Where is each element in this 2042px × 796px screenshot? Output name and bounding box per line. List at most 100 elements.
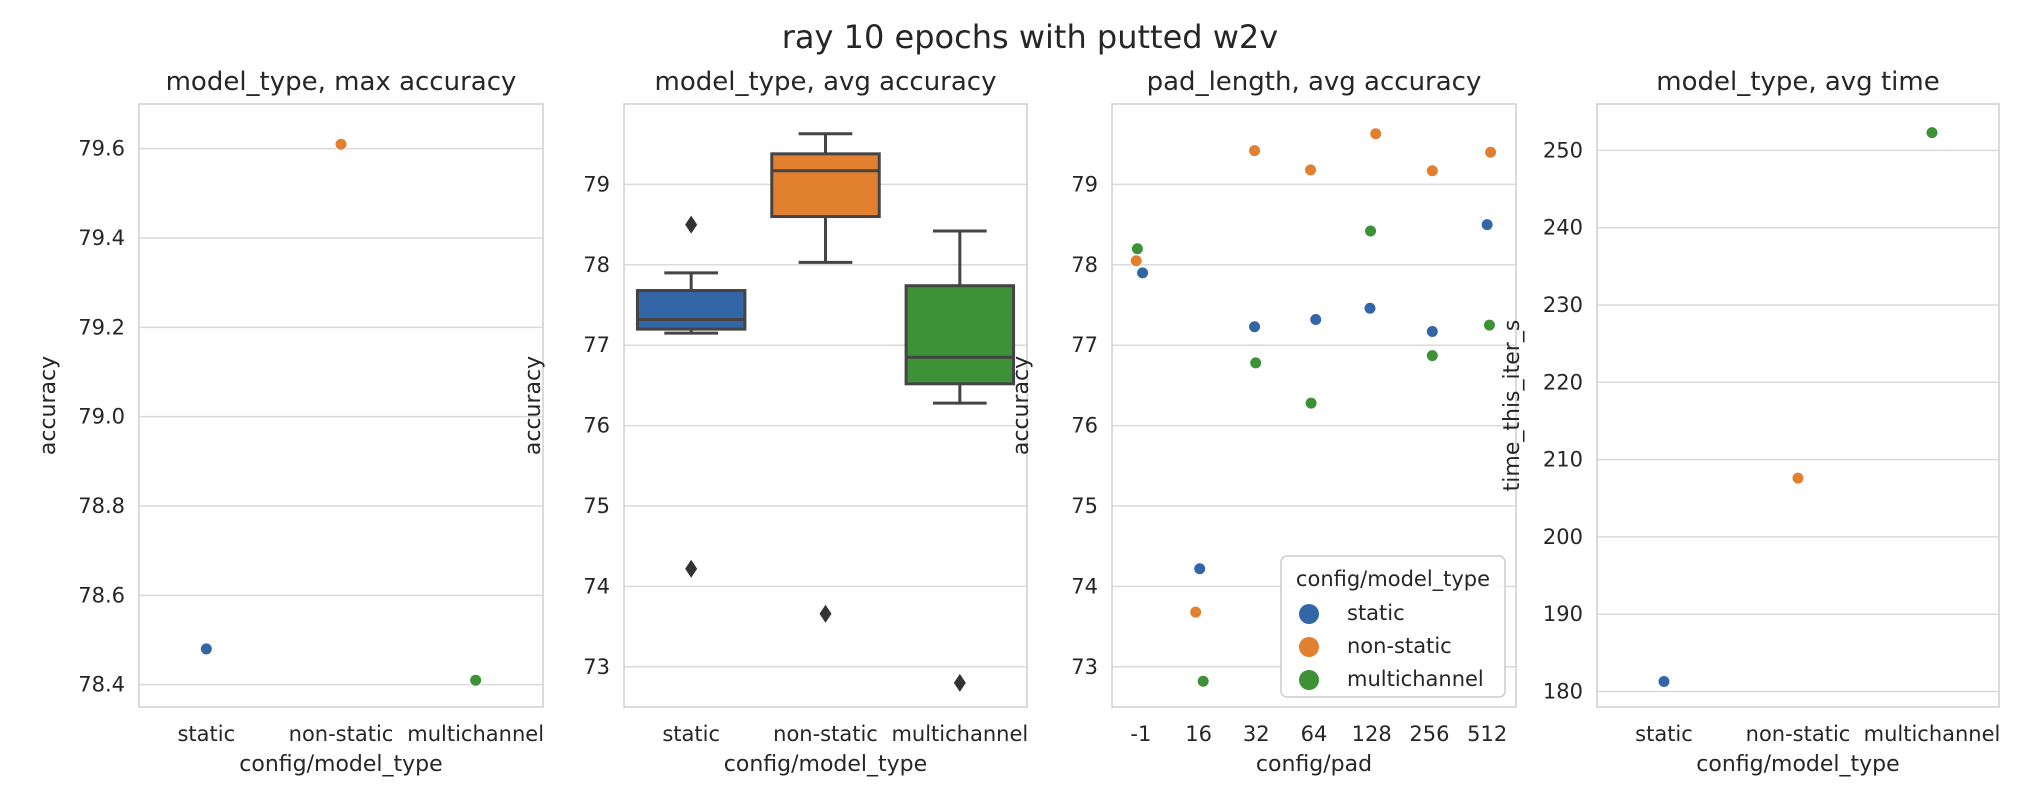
legend-box [1280,555,1506,698]
x-tick-label: static [177,722,235,746]
x-tick-label: non-static [773,722,878,746]
x-tick-label: non-static [1746,722,1851,746]
panel-max-accuracy: 78.4 78.6 78.8 79.0 79.2 79.4 79.6 static non-st… [36,67,544,777]
y-tick-label: 79 [583,172,610,196]
y-tick-label: 78 [1071,253,1098,277]
axes-frame [138,103,544,708]
panel-title: model_type, avg accuracy [655,67,997,97]
y-tick-label: 79.2 [78,315,125,339]
point-non-static [1129,254,1143,268]
point-multichannel [1925,126,1939,140]
y-tick-label: 74 [583,574,610,598]
y-tick-label: 74 [1071,574,1098,598]
panel-title: model_type, max accuracy [166,67,517,97]
point-non-static [1425,164,1439,178]
panel-avg-time: 180 190 200 210 220 230 240 250 static non-static… [1500,67,2000,777]
y-tick-label: 79.4 [78,226,125,250]
point-non-static [1484,145,1498,159]
x-tick-label: 32 [1243,722,1270,746]
y-tick-label: 78.8 [78,494,125,518]
y-tick-label: 180 [1543,680,1583,704]
y-tick-label: 73 [1071,655,1098,679]
point-non-static [1248,144,1262,158]
y-tick-label: 240 [1543,216,1583,240]
point-multichannel [1196,674,1210,688]
x-tick-label: multichannel [891,722,1028,746]
x-tick-label: 256 [1409,722,1449,746]
box-multichannel [904,284,1016,386]
point-non-static [1189,605,1203,619]
point-static [1425,325,1439,339]
x-tick-label: non-static [289,722,394,746]
point-multichannel [1425,349,1439,363]
point-static [199,642,213,656]
box-outlier [953,673,966,692]
axes-frame [1111,103,1517,708]
point-static [1363,301,1377,315]
legend-label: static [1347,601,1405,625]
panel-avg-accuracy-box: 73 74 75 76 77 78 79 static non-static multichann… [521,67,1028,777]
x-tick-label: -1 [1130,722,1151,746]
axes-frame [1596,103,2000,708]
y-tick-label: 77 [1071,333,1098,357]
legend-marker-multichannel [1299,670,1319,690]
point-multichannel [1304,396,1318,410]
y-tick-label: 78 [583,253,610,277]
y-tick-label: 77 [583,333,610,357]
x-tick-label: 16 [1185,722,1212,746]
point-static [1657,674,1671,688]
y-tick-label: 220 [1543,370,1583,394]
legend-marker-non-static [1299,637,1319,657]
x-tick-label: static [662,722,720,746]
y-tick-label: 75 [1071,494,1098,518]
box-outlier [685,559,698,578]
y-tick-label: 79.6 [78,137,125,161]
x-axis-label: config/model_type [724,752,927,777]
y-tick-label: 78.6 [78,583,125,607]
x-tick-label: 512 [1467,722,1507,746]
point-multichannel [1249,356,1263,370]
legend-title: config/model_type [1296,567,1490,592]
point-static [1309,312,1323,326]
box-outlier [819,604,832,623]
y-axis-label: accuracy [521,356,546,455]
axes-frame [623,103,1028,708]
y-tick-label: 200 [1543,525,1583,549]
point-multichannel [469,673,483,687]
point-non-static [1304,163,1318,177]
y-axis-label: time_this_iter_s [1500,320,1525,492]
figure-title: ray 10 epochs with putted w2v [782,18,1278,56]
legend-marker-static [1299,604,1319,624]
y-axis-label: accuracy [1009,356,1034,455]
point-static [1193,562,1207,576]
point-multichannel [1364,224,1378,238]
legend-label: multichannel [1347,667,1484,691]
point-non-static [334,137,348,151]
x-tick-label: 64 [1301,722,1328,746]
x-axis-label: config/model_type [1696,752,1899,777]
y-tick-label: 79 [1071,172,1098,196]
point-non-static [1369,127,1383,141]
point-multichannel [1482,318,1496,332]
x-tick-label: multichannel [1864,722,2001,746]
legend-label: non-static [1347,634,1452,658]
y-tick-label: 79.0 [78,405,125,429]
point-static [1136,266,1150,280]
y-tick-label: 250 [1543,138,1583,162]
point-non-static [1791,471,1805,485]
y-tick-label: 75 [583,494,610,518]
box-non-static [770,152,881,219]
x-tick-label: static [1635,722,1693,746]
box-static [635,289,747,331]
y-tick-label: 210 [1543,448,1583,472]
x-tick-label: multichannel [407,722,544,746]
x-axis-label: config/model_type [239,752,442,777]
y-tick-label: 73 [583,655,610,679]
point-multichannel [1130,242,1144,256]
panel-pad-length-accuracy: 73 74 75 76 77 78 79 -1 16 32 64 128 256 512 pad_lengt… [1009,67,1517,777]
panel-title: model_type, avg time [1656,67,1939,97]
y-tick-label: 230 [1543,293,1583,317]
y-axis-label: accuracy [36,356,61,455]
